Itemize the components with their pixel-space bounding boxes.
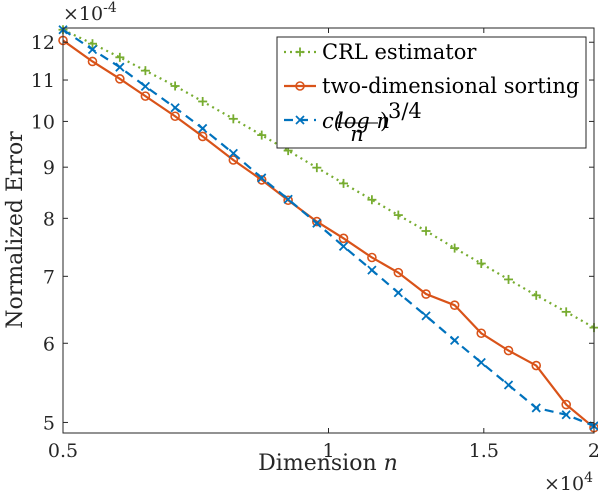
x-axis-ticks: 0.5 1 1.5 2	[48, 28, 598, 462]
data-point-2-14	[449, 335, 460, 346]
data-point-1-2	[115, 74, 125, 84]
data-point-2-4	[170, 103, 180, 113]
series-2	[58, 25, 598, 431]
legend-box	[276, 36, 587, 149]
data-point-1-1	[87, 56, 98, 67]
svg-text:log n: log n	[337, 109, 390, 133]
data-point-2-9	[312, 218, 322, 228]
y-tick-label-2: 7	[43, 266, 55, 288]
series-layer	[58, 25, 598, 433]
legend: CRL estimator two-dimensional sorting c(…	[276, 36, 587, 149]
data-point-0-1	[87, 39, 97, 49]
svg-text:): )	[380, 109, 388, 133]
data-point-1-7	[256, 175, 267, 185]
data-point-0-11	[367, 195, 377, 205]
data-point-0-13	[421, 226, 431, 236]
data-point-1-14	[449, 300, 460, 310]
data-point-1-11	[367, 252, 377, 263]
data-point-0-12	[393, 210, 403, 220]
data-point-2-1	[87, 44, 98, 55]
data-point-2-6	[228, 148, 238, 159]
data-point-1-16	[503, 345, 514, 356]
legend-label-crl: CRL estimator	[322, 40, 477, 64]
data-point-0-4	[170, 81, 180, 91]
y-tick-label-6: 11	[31, 70, 55, 92]
data-point-0-6	[228, 114, 238, 124]
data-point-1-6	[228, 155, 239, 165]
data-point-2-3	[140, 81, 151, 92]
y-tick-label-0: 5	[43, 412, 55, 434]
data-point-2-2	[115, 62, 125, 72]
data-point-1-18	[561, 399, 572, 410]
data-point-1-17	[531, 360, 542, 371]
data-point-2-18	[561, 410, 571, 420]
data-point-1-12	[393, 267, 404, 278]
data-point-0-9	[312, 163, 322, 173]
legend-marker-2	[295, 115, 305, 125]
data-point-2-16	[503, 380, 514, 390]
legend-samples	[284, 47, 316, 125]
y-exponent-label: ×10-4	[63, 0, 117, 25]
series-line-1	[62, 39, 595, 429]
x-tick-label-1: 1	[322, 440, 334, 462]
y-tick-label-1: 6	[43, 333, 55, 355]
x-axis-label: Dimension n	[258, 451, 398, 476]
x-tick-label-2: 1.5	[469, 440, 499, 462]
data-point-1-4	[170, 111, 180, 122]
data-point-1-13	[421, 289, 431, 299]
svg-text:c(: c(	[322, 109, 343, 133]
data-point-0-10	[339, 178, 349, 188]
x-tick-label-0: 0.5	[48, 440, 78, 462]
svg-text:n: n	[350, 122, 364, 146]
y-tick-label-7: 12	[31, 32, 55, 54]
data-point-1-15	[476, 328, 487, 339]
data-point-0-7	[257, 130, 267, 140]
data-point-2-11	[367, 265, 377, 275]
data-point-0-18	[561, 307, 571, 317]
data-point-2-15	[476, 357, 486, 368]
data-point-1-3	[140, 91, 151, 101]
data-point-0-2	[115, 52, 125, 62]
data-point-0-17	[531, 290, 541, 300]
data-point-2-17	[531, 403, 541, 413]
series-1	[58, 35, 598, 433]
data-point-2-12	[393, 288, 403, 298]
y-tick-label-4: 9	[43, 157, 55, 179]
data-point-2-7	[257, 173, 267, 183]
data-point-1-5	[197, 131, 208, 142]
data-point-0-15	[476, 258, 486, 268]
data-point-2-13	[421, 311, 431, 321]
data-point-1-9	[312, 216, 322, 227]
data-point-2-10	[338, 241, 349, 251]
y-axis-ticks: 5 6 7 8 9 10 11 12	[31, 32, 594, 434]
x-tick-label-3: 2	[588, 440, 598, 462]
data-point-2-5	[198, 123, 208, 134]
data-point-2-8	[283, 194, 293, 204]
data-point-0-5	[198, 96, 208, 106]
legend-label-sorting: two-dimensional sorting	[322, 74, 579, 98]
data-point-0-16	[504, 274, 514, 284]
series-line-2	[62, 28, 595, 427]
x-exponent-label: ×104	[544, 470, 593, 495]
y-tick-label-5: 10	[31, 111, 55, 133]
data-point-0-14	[450, 243, 460, 253]
series-line-0	[62, 28, 595, 329]
y-tick-label-3: 8	[43, 208, 55, 230]
data-point-0-3	[140, 66, 150, 76]
legend-marker-1	[295, 81, 305, 91]
data-point-1-10	[338, 233, 349, 244]
data-point-1-8	[283, 195, 293, 206]
legend-label-formula: c( log n n ) 3/4	[322, 99, 422, 146]
legend-marker-0	[295, 47, 305, 57]
svg-text:3/4: 3/4	[388, 99, 422, 123]
y-axis-label: Normalized Error	[3, 131, 28, 329]
